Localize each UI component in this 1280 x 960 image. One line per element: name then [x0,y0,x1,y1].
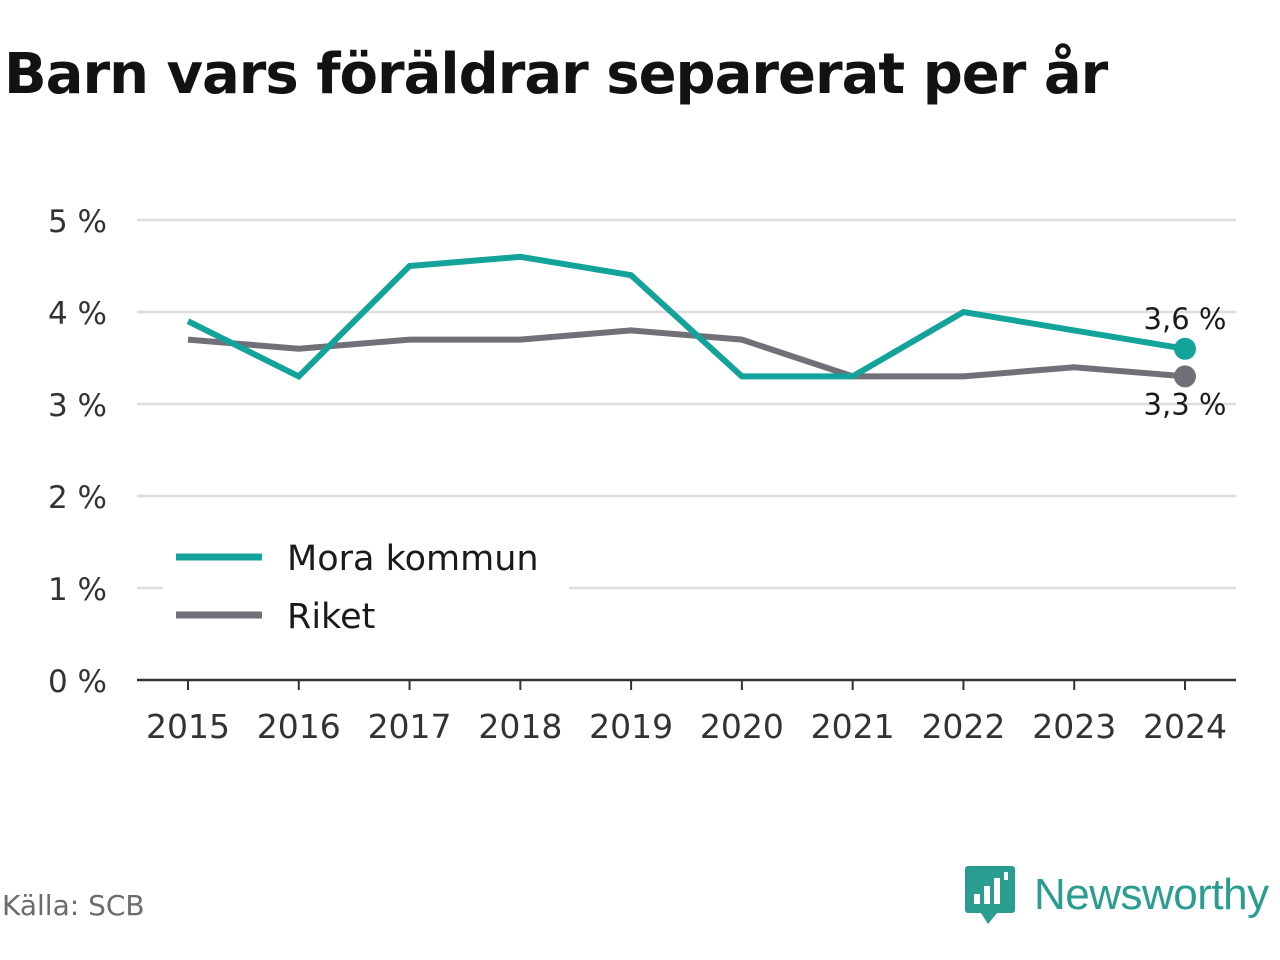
series-line [187,327,1186,380]
y-tick-label: 5 % [48,204,107,240]
source-note: Källa: SCB [2,889,145,922]
y-tick-label: 0 % [48,664,107,700]
x-tick-label: 2020 [700,707,784,746]
x-tick-label: 2017 [368,707,452,746]
brand-logo: Newsworthy [964,864,1269,926]
y-tick-label: 3 % [48,388,107,424]
x-tick-label: 2021 [811,707,895,746]
end-value-label: 3,3 % [1144,387,1227,421]
x-tick-label: 2022 [921,707,1005,746]
x-tick-label: 2024 [1143,707,1227,746]
y-tick-label: 1 % [48,572,107,608]
x-tick-label: 2019 [589,707,673,746]
series-line [186,253,1186,381]
x-axis: 2015 2016 2017 2018 2019 2020 2021 2022 2023 2024 [137,678,1236,746]
y-tick-label: 2 % [48,480,107,516]
y-tick-label: 4 % [48,296,107,332]
legend-label: Riket [287,597,375,637]
end-point-marker [1174,365,1196,388]
legend: Mora kommun Riket [163,527,569,647]
x-tick-label: 2018 [478,707,562,746]
x-tick-label: 2015 [146,707,230,746]
x-tick-label: 2016 [257,707,341,746]
chart-title: Barn vars föräldrar separerat per år [4,42,1108,107]
brand-name: Newsworthy [1034,870,1269,919]
x-tick-label: 2023 [1032,707,1116,746]
legend-background [163,527,569,647]
legend-label: Mora kommun [287,539,539,579]
end-value-label: 3,6 % [1144,302,1227,336]
y-axis-tick-labels: 0 % 1 % 2 % 3 % 4 % 5 % [48,204,107,700]
end-point-marker [1174,337,1196,360]
newsworthy-logo-icon [965,866,1015,924]
series-lines: 3,6 % 3,3 % [186,253,1227,421]
